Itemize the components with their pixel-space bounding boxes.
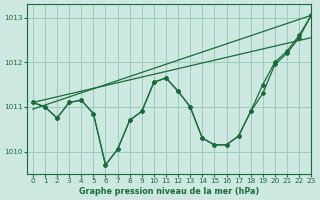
- X-axis label: Graphe pression niveau de la mer (hPa): Graphe pression niveau de la mer (hPa): [79, 187, 259, 196]
